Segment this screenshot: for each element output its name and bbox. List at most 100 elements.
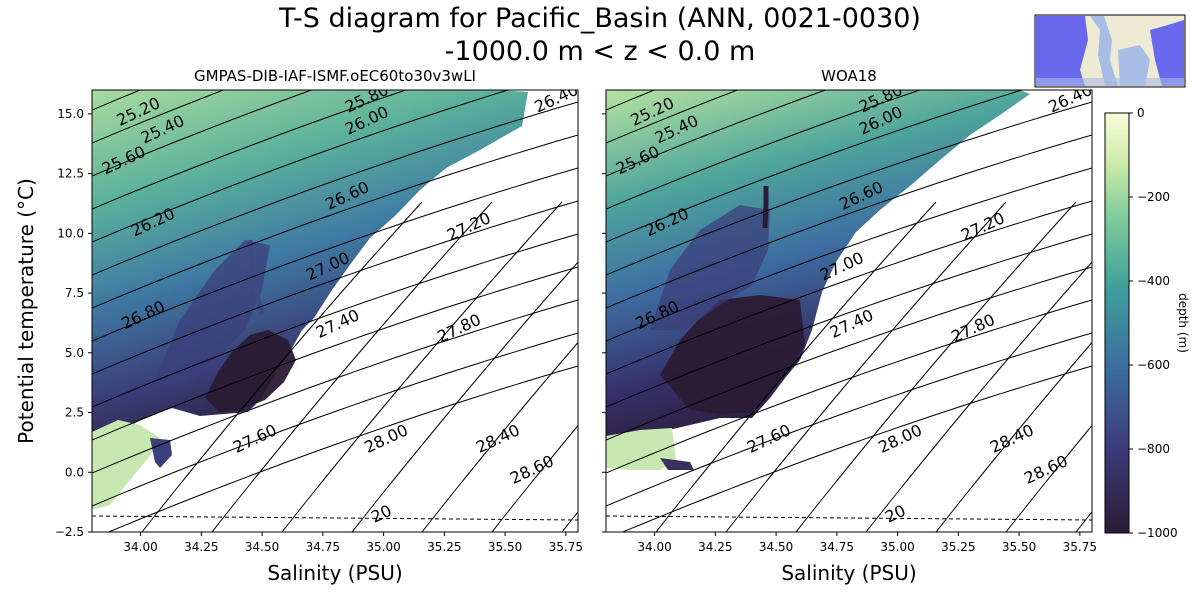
panel-woa18-subtitle: WOA18 bbox=[821, 67, 877, 85]
density-contour-line bbox=[795, 201, 1077, 532]
density-contour-line bbox=[92, 167, 578, 342]
density-contour-line bbox=[211, 201, 493, 532]
density-contour-line bbox=[606, 167, 1092, 342]
density-contour-line bbox=[421, 341, 578, 532]
x-tick-label: 35.75 bbox=[1063, 540, 1097, 554]
density-contour-line bbox=[606, 134, 1092, 309]
x-tick-label: 34.25 bbox=[698, 540, 732, 554]
ts-scatter-mid-band bbox=[155, 240, 270, 385]
x-tick-label: 35.25 bbox=[941, 540, 975, 554]
colorbar-tick-label: −400 bbox=[1137, 274, 1170, 288]
colorbar: 0 −200 −400 −600 −800 −1000 depth (m) bbox=[1104, 106, 1190, 540]
x-tick-label: 35.00 bbox=[880, 540, 914, 554]
density-contour-line bbox=[92, 90, 225, 144]
x-axis-label: Salinity (PSU) bbox=[781, 561, 916, 585]
y-tick-label: −2.5 bbox=[55, 525, 84, 539]
panel-model: GMPAS-DIB-IAF-ISMF.oEC60to30v3wLI 25.202… bbox=[14, 67, 583, 585]
y-axis-label: Potential temperature (°C) bbox=[14, 178, 38, 444]
ts-scatter-cold-tail bbox=[92, 420, 160, 510]
colorbar-ticks: 0 −200 −400 −600 −800 −1000 bbox=[1129, 106, 1178, 540]
density-contour-line bbox=[606, 299, 1092, 474]
contour-label: 20 bbox=[882, 501, 908, 527]
x-axis-label: Salinity (PSU) bbox=[267, 561, 402, 585]
freezing-line bbox=[605, 515, 1093, 521]
density-contour-line bbox=[606, 266, 1092, 441]
plot-frame bbox=[91, 89, 579, 533]
density-contour-line bbox=[92, 134, 578, 309]
density-contour-line bbox=[606, 200, 1092, 375]
colorbar-tick-label: −1000 bbox=[1137, 526, 1178, 540]
density-contour-line bbox=[606, 332, 1092, 507]
ts-scatter-deep-core bbox=[205, 330, 296, 412]
map-ocean-indian bbox=[1118, 45, 1150, 86]
density-contour-line bbox=[107, 365, 578, 532]
colorbar-tick-label: −200 bbox=[1137, 190, 1170, 204]
density-contour-line bbox=[606, 90, 827, 177]
density-contour-line bbox=[92, 332, 578, 507]
freezing-line bbox=[91, 515, 579, 521]
x-tick-label: 34.25 bbox=[184, 540, 218, 554]
figure-title-line1: T-S diagram for Pacific_Basin (ANN, 0021… bbox=[278, 3, 921, 34]
x-tick-label: 35.50 bbox=[488, 540, 522, 554]
ts-scatter-cold-tail-deep bbox=[660, 458, 694, 470]
y-tick-label: 5.0 bbox=[65, 346, 84, 360]
ts-scatter-cold-tail bbox=[606, 428, 676, 470]
x-tick-label: 35.25 bbox=[427, 540, 461, 554]
colorbar-tick-label: −800 bbox=[1137, 442, 1170, 456]
contour-label: 20 bbox=[368, 501, 394, 527]
x-tick-label: 34.75 bbox=[306, 540, 340, 554]
contour-label: 27.20 bbox=[958, 208, 1008, 245]
density-contour-line bbox=[491, 424, 578, 532]
contour-label: 27.60 bbox=[230, 420, 280, 457]
colorbar-tick-label: −600 bbox=[1137, 358, 1170, 372]
density-contour-line bbox=[281, 201, 563, 532]
density-contour-line bbox=[606, 90, 1024, 243]
density-contour-line bbox=[606, 90, 922, 210]
plot-frame bbox=[605, 89, 1093, 533]
panel-model-subtitle: GMPAS-DIB-IAF-ISMF.oEC60to30v3wLI bbox=[194, 67, 476, 85]
y-axis-ticks: −2.5 0.0 2.5 5.0 7.5 10.0 12.5 15.0 bbox=[55, 107, 92, 539]
ts-scatter-deep-core bbox=[660, 295, 805, 414]
map-ocean-atlantic bbox=[1090, 16, 1118, 86]
contour-label: 26.40 bbox=[531, 80, 581, 117]
contour-label: 27.60 bbox=[744, 420, 794, 457]
density-contour-line bbox=[606, 233, 1092, 408]
contour-label: 28.00 bbox=[875, 420, 925, 457]
ts-scatter-cold-tail-deep bbox=[150, 438, 172, 468]
contour-label: 28.00 bbox=[361, 420, 411, 457]
contour-label: 27.80 bbox=[434, 310, 484, 347]
panel-woa18: WOA18 25.2025.4025.6025.8026.0026.2026.4… bbox=[602, 67, 1097, 585]
x-tick-label: 34.50 bbox=[759, 540, 793, 554]
density-contour-line bbox=[1005, 424, 1092, 532]
x-tick-label: 34.00 bbox=[637, 540, 671, 554]
x-tick-label: 35.00 bbox=[366, 540, 400, 554]
y-tick-label: 12.5 bbox=[57, 167, 84, 181]
density-contour-line bbox=[92, 101, 578, 276]
density-contour-line bbox=[621, 365, 1092, 532]
x-tick-label: 34.00 bbox=[123, 540, 157, 554]
x-tick-label: 35.50 bbox=[1002, 540, 1036, 554]
contour-label: 28.40 bbox=[473, 420, 523, 457]
map-ocean-southern bbox=[1036, 78, 1184, 86]
density-contour-line bbox=[606, 101, 1092, 276]
x-tick-label: 34.75 bbox=[820, 540, 854, 554]
y-tick-label: 0.0 bbox=[65, 465, 84, 479]
density-contour-line bbox=[606, 90, 739, 144]
contour-label: 27.40 bbox=[827, 305, 877, 342]
x-tick-label: 35.75 bbox=[549, 540, 583, 554]
ts-scatter-streak bbox=[247, 239, 265, 316]
colorbar-tick-label: 0 bbox=[1137, 106, 1145, 120]
density-contour-line bbox=[725, 201, 1007, 532]
region-map-inset bbox=[1034, 14, 1186, 88]
density-contour-line bbox=[141, 201, 423, 532]
density-contour-line bbox=[92, 233, 578, 408]
density-contour-line bbox=[92, 200, 578, 375]
x-axis-ticks: 34.00 34.25 34.50 34.75 35.00 35.25 35.50 35.75 bbox=[123, 532, 583, 554]
density-contour-line bbox=[655, 201, 937, 532]
y-tick-label: 10.0 bbox=[57, 226, 84, 240]
colorbar-label: depth (m) bbox=[1176, 293, 1190, 353]
y-tick-label: 7.5 bbox=[65, 286, 84, 300]
density-contour-line bbox=[865, 261, 1092, 532]
x-tick-label: 34.50 bbox=[245, 540, 279, 554]
